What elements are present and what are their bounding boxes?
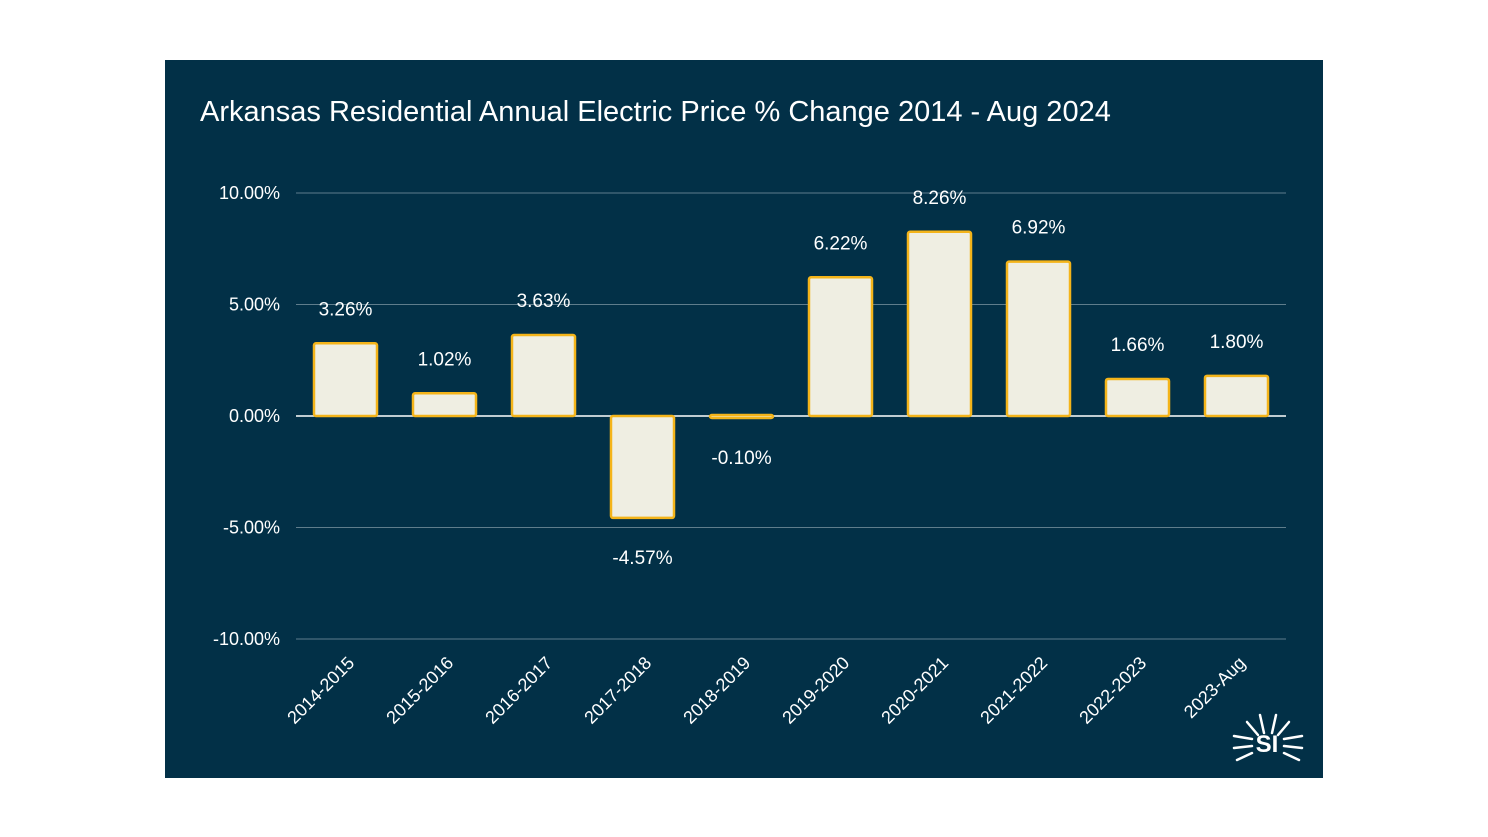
y-tick-label: -10.00% [213,629,280,649]
chart-title: Arkansas Residential Annual Electric Pri… [200,96,1111,128]
bar [411,392,478,418]
logo-ray [1232,734,1254,741]
x-tick-label: 2023-Aug [1180,653,1249,722]
bar [312,342,379,418]
data-label: -4.57% [612,548,672,569]
x-tick-label: 2020-2021 [877,653,952,728]
x-tick-label: 2018-2019 [679,653,754,728]
bar [609,414,676,520]
data-label: 6.22% [814,233,868,254]
data-label: 6.92% [1012,218,1066,239]
y-tick-label: 0.00% [229,406,280,426]
bar [906,230,973,418]
bar [510,333,577,418]
bar [1104,377,1171,418]
bar [1005,260,1072,418]
data-label: -0.10% [711,448,771,469]
logo-ray [1270,713,1278,735]
y-tick-label: -5.00% [223,518,280,538]
y-axis: 10.00% 5.00% 0.00% -5.00% -10.00% [213,183,280,649]
data-label: 1.80% [1210,332,1264,353]
logo-ray [1258,713,1266,735]
logo-ray [1235,751,1254,762]
logo-text: SI [1256,731,1279,758]
logo-ray [1276,720,1291,737]
x-tick-label: 2017-2018 [580,653,655,728]
x-tick-label: 2014-2015 [283,653,358,728]
bar [708,413,775,420]
data-labels: 3.26% 1.02% 3.63% -4.57% -0.10% 6.22% 8.26% 6.9… [319,188,1264,569]
x-tick-label: 2016-2017 [481,653,556,728]
logo-ray [1282,744,1304,750]
chart-panel: Arkansas Residential Annual Electric Pri… [165,60,1323,778]
data-label: 3.26% [319,299,373,320]
data-label: 1.02% [418,349,472,370]
bar-chart: 10.00% 5.00% 0.00% -5.00% -10.00% 3.26% 1.02%… [213,183,1304,762]
x-axis: 2014-2015 2015-2016 2016-2017 2017-2018 2018… [283,653,1249,728]
x-tick-label: 2021-2022 [976,653,1051,728]
y-tick-label: 10.00% [219,183,280,203]
logo-ray [1282,734,1304,741]
x-tick-label: 2015-2016 [382,653,457,728]
x-tick-label: 2019-2020 [778,653,853,728]
si-logo: SI [1232,713,1304,762]
data-label: 3.63% [517,291,571,312]
bars [312,230,1270,520]
data-label: 1.66% [1111,335,1165,356]
y-tick-label: 5.00% [229,295,280,315]
sunburst-icon [1232,713,1304,762]
data-label: 8.26% [913,188,967,209]
logo-ray [1282,751,1301,762]
bar [1203,374,1270,418]
bar [807,276,874,418]
x-tick-label: 2022-2023 [1075,653,1150,728]
logo-ray [1232,744,1254,750]
logo-ray [1245,720,1260,737]
